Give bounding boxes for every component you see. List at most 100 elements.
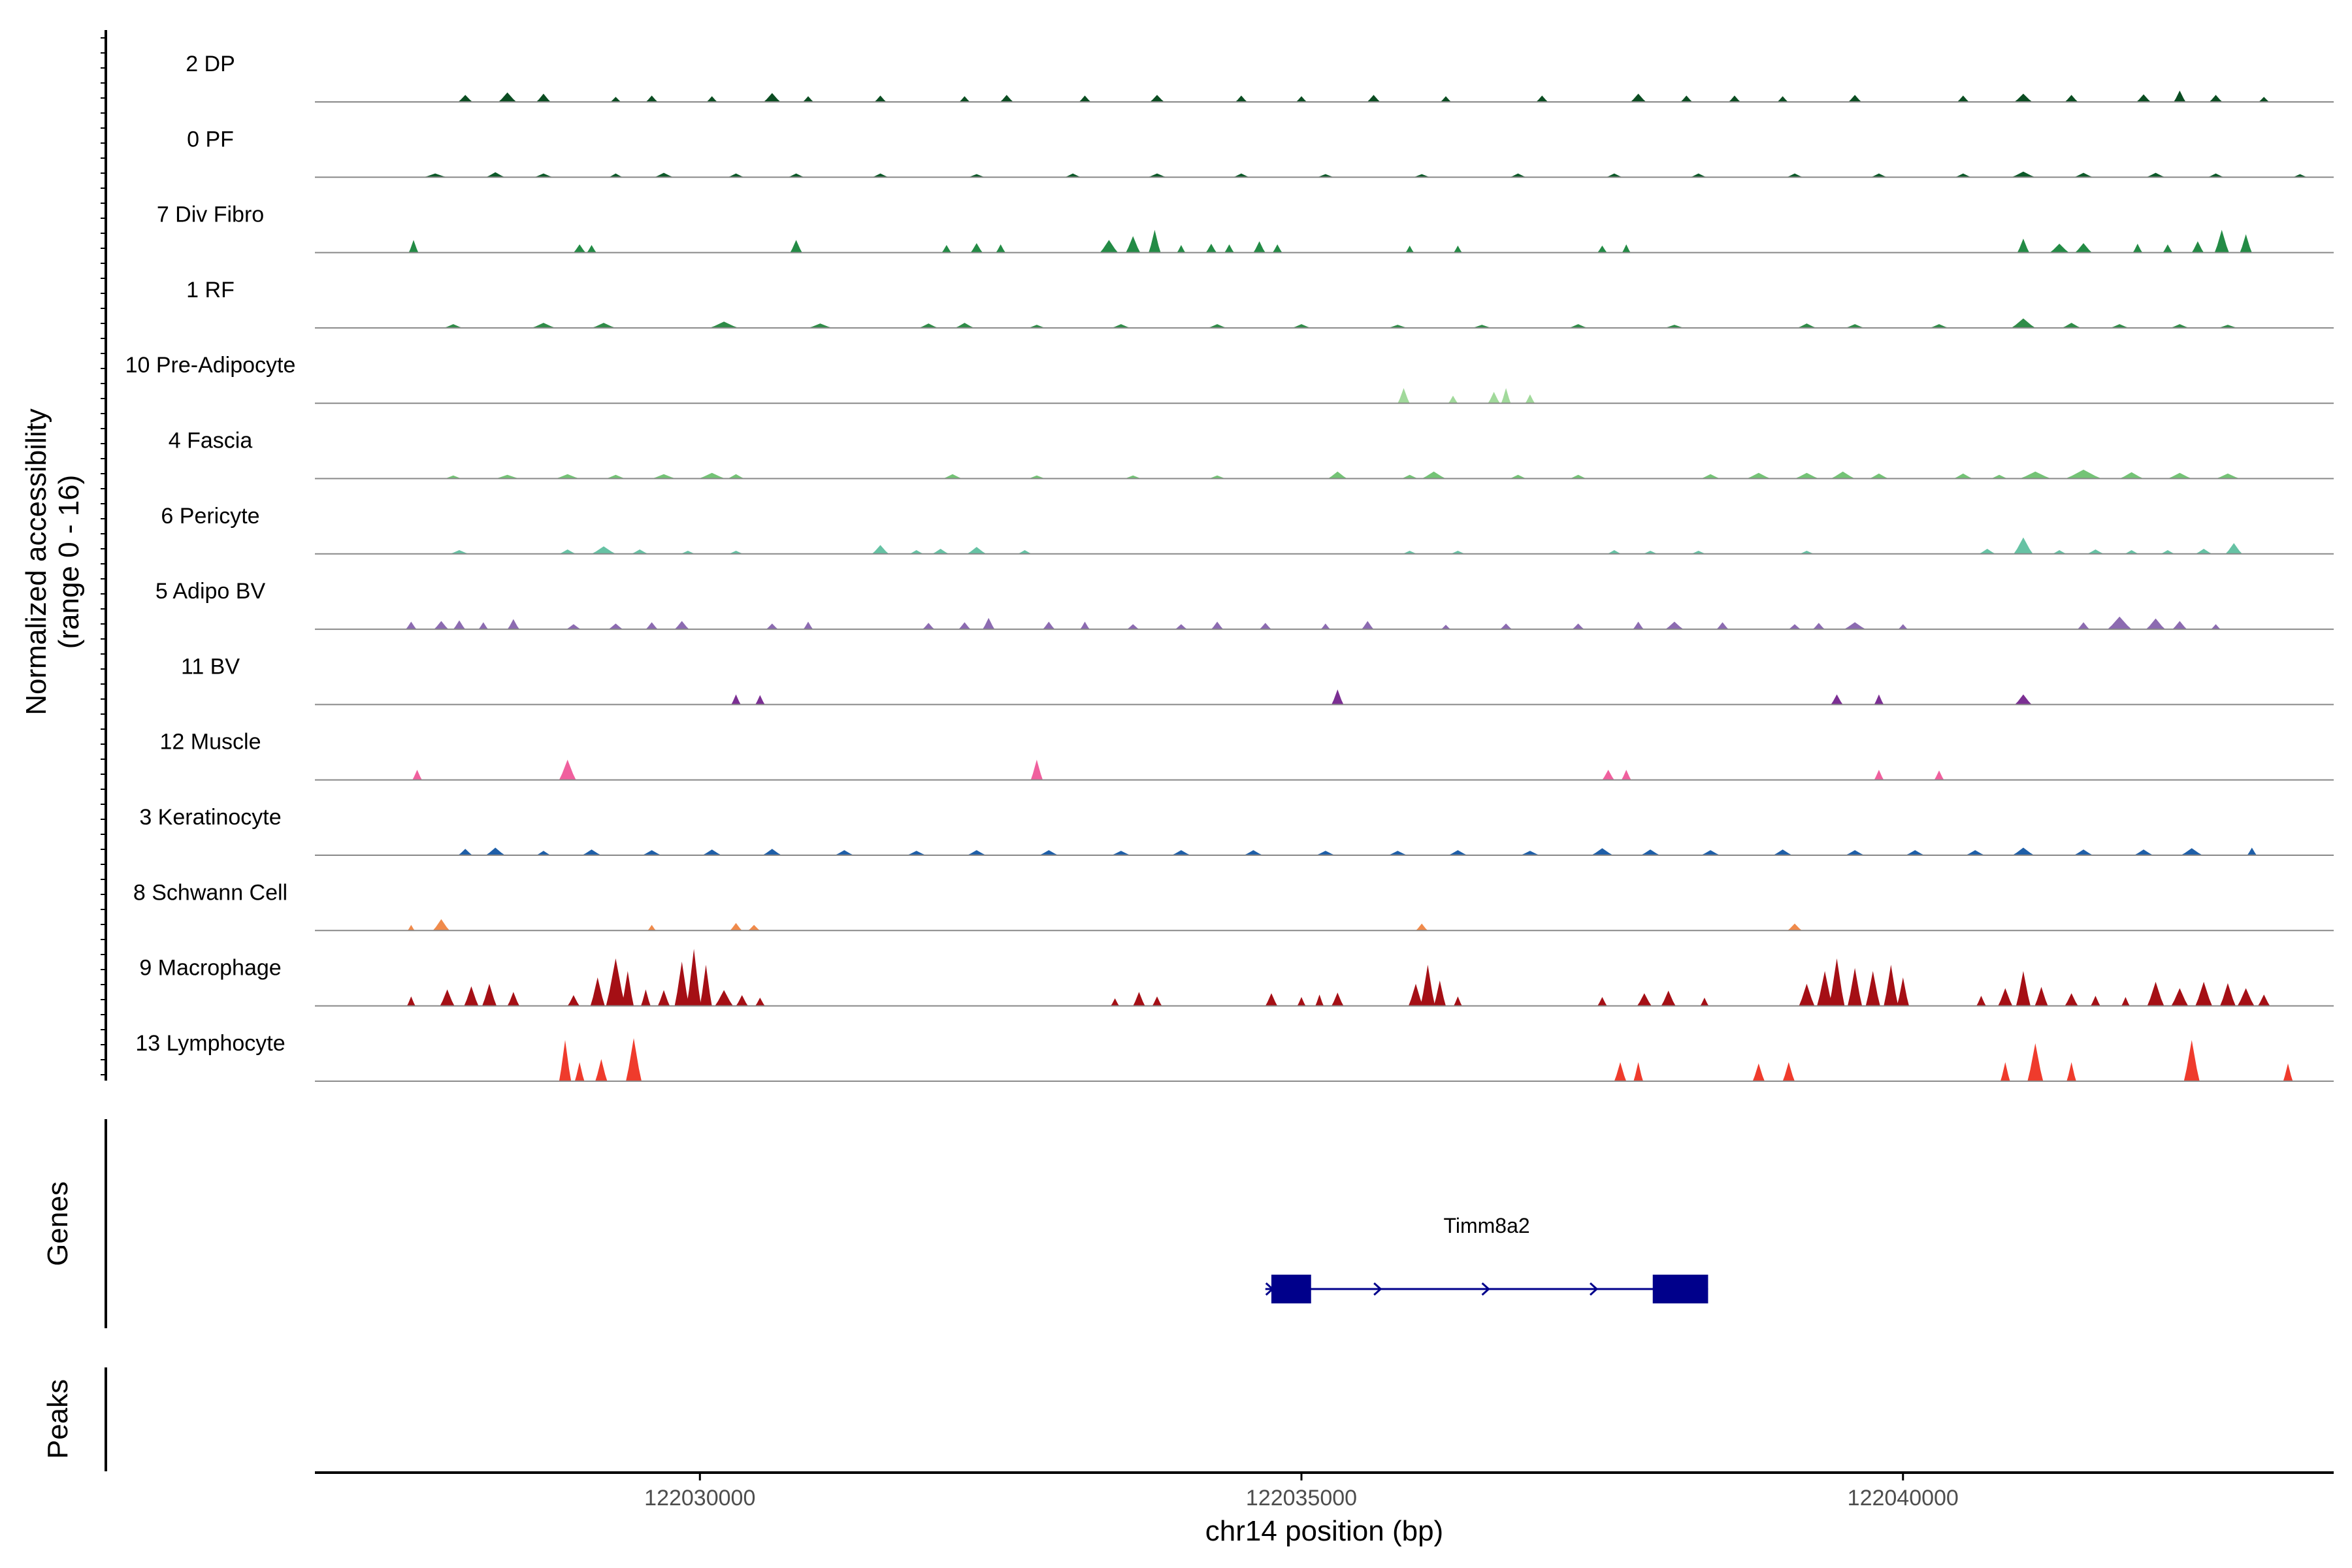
coverage-peak [1788,923,1803,931]
coverage-peak [2146,172,2166,178]
x-tick-label: 122035000 [1246,1486,1357,1511]
coverage-peak [1233,173,1250,178]
coverage-peak [485,847,505,855]
coverage-peak [440,989,455,1006]
coverage-peak [1525,394,1535,404]
coverage-peak [610,97,621,102]
coverage-peak [1433,980,1446,1006]
coverage-axis-ticks [101,37,106,1075]
coverage-peak [2258,994,2270,1006]
coverage-peak [1441,625,1451,630]
coverage-peak [1934,770,1944,780]
coverage-peak [407,924,415,931]
coverage-peak [2019,471,2051,479]
coverage-peak [581,849,602,855]
coverage-peak [1315,994,1324,1006]
coverage-peak [534,173,553,178]
peaks-label: Peaks [42,1379,74,1459]
coverage-peak [1413,174,1431,178]
track-12-muscle: 12 Muscle [160,730,2334,781]
coverage-peak [2181,848,2203,855]
track-label: 4 Fascia [169,429,253,453]
coverage-peak [2011,171,2036,178]
coverage-peak [444,475,462,479]
gene-track: Timm8a2 [1265,1214,1708,1303]
coverage-peak [958,622,971,630]
coverage-peak [1605,173,1623,178]
coverage-peak [1265,993,1278,1006]
coverage-peak [1149,229,1161,253]
coverage-peak [1633,1062,1643,1081]
coverage-peak [834,850,854,855]
track-4-fascia: 4 Fascia [169,429,2334,480]
track-8-schwann-cell: 8 Schwann Cell [133,880,2334,932]
coverage-peak [872,545,889,554]
gene-exons [1271,1275,1708,1303]
coverage-peak [1641,849,1660,855]
coverage-peak [606,958,626,1006]
coverage-peak [1472,325,1492,328]
track-label: 12 Muscle [160,730,261,755]
coverage-peak [1831,471,1855,479]
coverage-peak [2293,174,2308,178]
coverage-peak [2146,618,2166,630]
coverage-peak [1661,990,1676,1006]
coverage-peak [536,851,551,855]
coverage-peak [970,243,983,253]
coverage-peak [412,770,422,780]
track-label: 3 Keratinocyte [139,805,281,830]
coverage-peak [1597,245,1607,253]
coverage-peak [1177,245,1186,253]
coverage-peak [1175,624,1188,630]
coverage-peak [1253,241,1266,253]
coverage-peak [1111,324,1131,328]
coverage-peak [1998,988,2013,1006]
coverage-peak [755,694,765,705]
coverage-peak [1665,621,1684,630]
coverage-peak [1812,623,1825,630]
coverage-peak [2065,95,2078,102]
coverage-peak [1133,992,1145,1006]
coverage-peak [433,919,450,931]
track-5-adipo-bv: 5 Adipo BV [155,579,2334,630]
coverage-peak [922,623,935,630]
coverage-peak [2220,983,2236,1006]
coverage-peak [1520,851,1540,855]
coverage-peak [727,474,745,479]
coverage-peak [1205,244,1217,253]
coverage-peak [1568,324,1588,328]
coverage-peak [2191,241,2204,253]
coverage-peak [567,995,580,1006]
coverage-peak [2027,1043,2044,1081]
coverage-peak [647,924,657,931]
track-9-macrophage: 9 Macrophage [139,949,2334,1007]
coverage-peak [458,849,473,855]
coverage-peak [790,240,802,253]
coverage-peak [2012,847,2034,855]
coverage-peak [1614,1062,1627,1081]
track-3-keratinocyte: 3 Keratinocyte [139,805,2334,856]
coverage-peak [919,323,938,328]
y-axis-label-line2: (range 0 - 16) [53,475,85,649]
coverage-peak [1957,95,1969,102]
coverage-peak [1954,173,1972,178]
coverage-peak [1953,473,1973,479]
coverage-peak [1124,475,1142,479]
track-label: 2 DP [186,52,235,76]
coverage-peak [1039,850,1058,855]
coverage-peak [1440,96,1452,102]
coverage-peak [1884,964,1899,1006]
gene-name-label: Timm8a2 [1444,1214,1530,1237]
coverage-peak [1817,971,1833,1006]
track-label: 7 Div Fibro [157,203,264,227]
coverage-peak [406,621,417,630]
coverage-peak [2215,473,2240,479]
coverage-peak [1211,621,1224,630]
coverage-peak [730,923,742,931]
coverage-peak [559,759,576,780]
coverage-peak [482,983,497,1006]
coverage-peak [1509,474,1527,479]
coverage-peak [2225,543,2242,554]
coverage-peak [706,96,717,102]
coverage-peak [1991,474,2008,479]
